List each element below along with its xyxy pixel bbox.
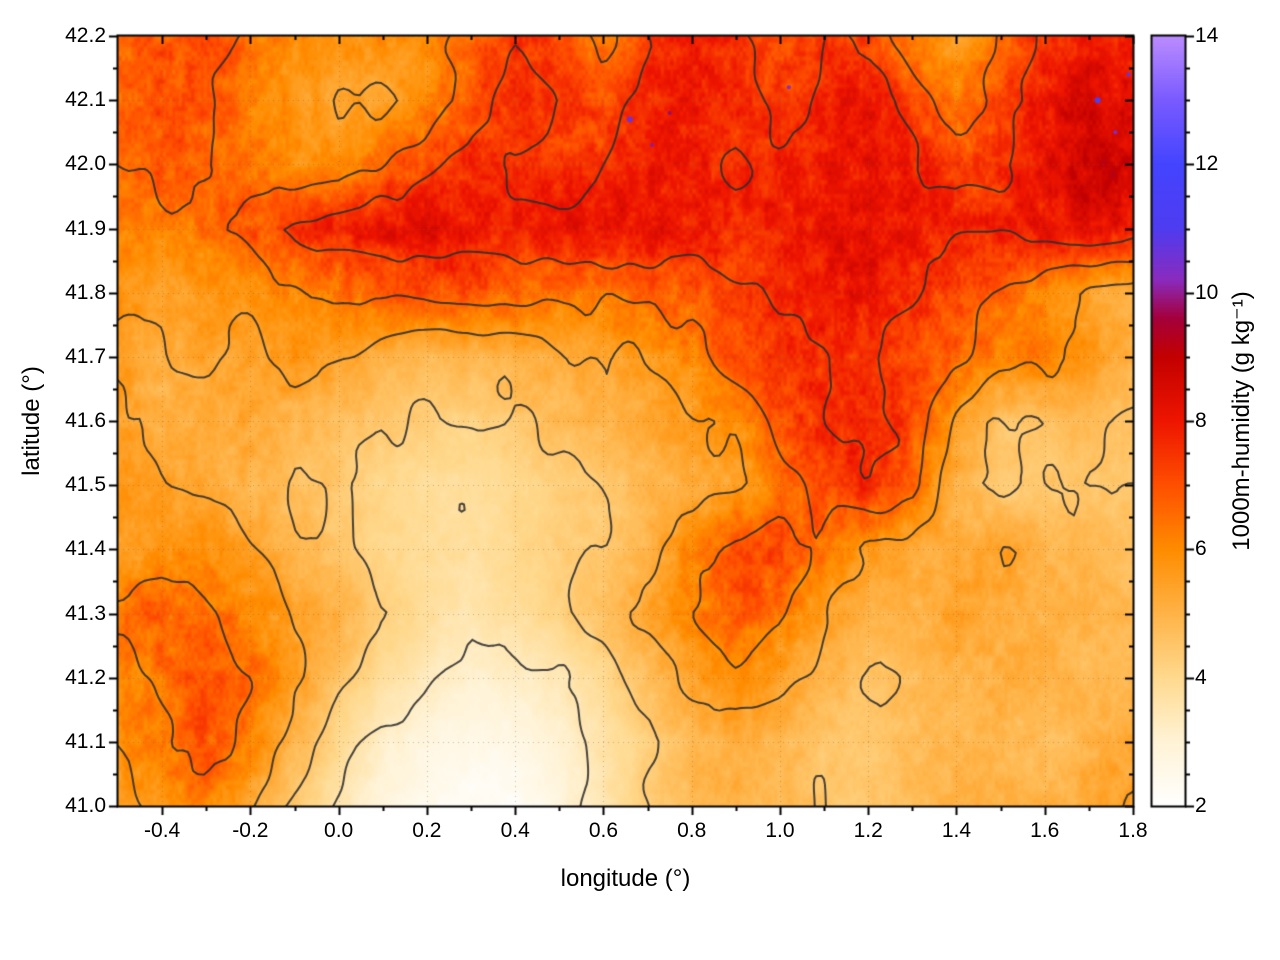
y-tick-label: 42.0 xyxy=(65,152,106,176)
x-tick-label: 0.4 xyxy=(500,819,530,842)
y-tick-label: 41.4 xyxy=(65,537,106,561)
x-tick-label: -0.2 xyxy=(232,819,269,842)
y-tick-label: 41.7 xyxy=(65,344,106,368)
y-tick-label: 41.2 xyxy=(65,665,106,689)
colorbar-tick-label: 8 xyxy=(1195,409,1207,432)
x-tick-label: 1.4 xyxy=(941,819,972,842)
colorbar-tick-label: 10 xyxy=(1195,280,1219,304)
colorbar-tick-label: 6 xyxy=(1195,537,1207,561)
colorbar-label: 1000m-humidity (g kg⁻¹) xyxy=(1228,291,1255,551)
y-tick-label: 42.1 xyxy=(65,88,106,112)
colorbar-tick-label: 12 xyxy=(1195,152,1219,176)
y-tick-label: 42.2 xyxy=(65,24,106,47)
colorbar-tick-label: 2 xyxy=(1195,794,1207,817)
y-tick-label: 41.3 xyxy=(65,601,106,625)
x-tick-label: 0.8 xyxy=(677,819,707,842)
x-tick-label: 1.0 xyxy=(765,819,795,842)
y-tick-label: 41.6 xyxy=(65,409,106,432)
x-tick-label: 0.6 xyxy=(588,819,619,842)
y-tick-label: 41.0 xyxy=(65,794,106,817)
x-tick-label: 1.8 xyxy=(1118,819,1148,842)
colorbar-tick-label: 14 xyxy=(1195,24,1219,47)
x-axis-label: longitude (°) xyxy=(560,865,691,892)
y-axis-label: latitude (°) xyxy=(18,366,45,476)
y-tick-label: 41.1 xyxy=(65,729,106,753)
y-tick-label: 41.8 xyxy=(65,280,106,304)
x-tick-label: -0.4 xyxy=(144,819,181,842)
y-tick-label: 41.5 xyxy=(65,473,106,497)
x-tick-label: 1.2 xyxy=(853,819,883,842)
colorbar-tick-label: 4 xyxy=(1195,665,1207,689)
x-tick-label: 1.6 xyxy=(1030,819,1060,842)
x-tick-label: 0.0 xyxy=(324,819,354,842)
x-tick-label: 0.2 xyxy=(412,819,442,842)
y-tick-label: 41.9 xyxy=(65,216,106,240)
